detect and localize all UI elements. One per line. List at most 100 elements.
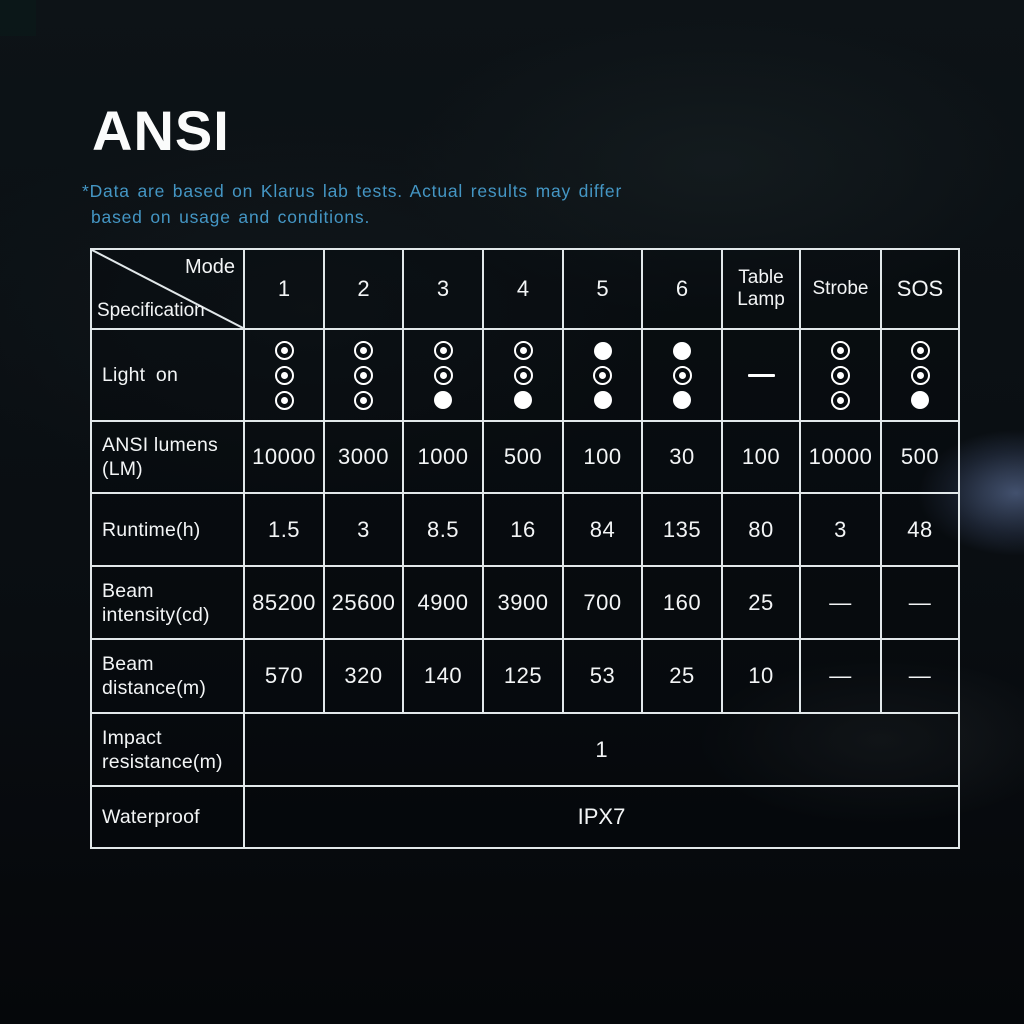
light-on-row: Light on [90, 328, 960, 422]
column-header-3: 3 [402, 248, 484, 330]
mode-level-ring-icon [433, 341, 453, 360]
waterproof-value: IPX7 [243, 785, 960, 849]
table-header-row: Mode Specification 1 2 3 4 5 6 Table Lamp Strobe S… [90, 248, 960, 330]
mode-level-ring-icon [831, 390, 850, 410]
light-on-label-text: Light on [102, 364, 178, 386]
ansi-lumens-row: ANSI lumens (LM) 10000 3000 1000 500 100 30 100… [90, 420, 960, 494]
column-header-1: 1 [243, 248, 325, 330]
beam-distance-value: 140 [402, 638, 484, 714]
mode-level-ring-icon [274, 390, 294, 410]
spec-table-body: Mode Specification 1 2 3 4 5 6 Table Lamp Strobe S… [90, 248, 960, 849]
beam-distance-row: Beam distance(m) 570 320 140 125 53 25 10— — [90, 638, 960, 714]
light-on-cell [323, 328, 404, 422]
runtime-value: 8.5 [402, 492, 484, 567]
diagonal-divider [92, 250, 243, 328]
ring-center-dot [916, 347, 924, 354]
background-corner-patch [0, 0, 36, 36]
mode-icon-stack [326, 340, 401, 410]
mode-icon-stack [405, 341, 481, 409]
mode-icon-stack [485, 341, 561, 409]
ansi-lumens-label: ANSI lumens (LM) [90, 420, 245, 494]
beam-intensity-value: 85200 [243, 565, 325, 640]
beam-intensity-value: 3900 [482, 565, 564, 640]
disclaimer-note-line1: *Data are based on Klarus lab tests. Act… [82, 181, 623, 201]
column-header-5: 5 [562, 248, 643, 330]
ring-center-dot [599, 371, 606, 379]
ring-center-dot [519, 347, 527, 354]
mode-level-ring-icon [672, 365, 692, 385]
no-light-dash-icon [747, 373, 775, 377]
mode-level-ring-icon [831, 340, 850, 360]
beam-distance-value: 10 [721, 638, 801, 714]
impact-resistance-row: Impact resistance(m) 1 [90, 712, 960, 787]
light-on-label: Light on [90, 328, 245, 422]
runtime-value: 80 [721, 492, 801, 567]
mode-level-ring-icon [910, 366, 930, 385]
runtime-value: 16 [482, 492, 564, 567]
ring-center-dot [280, 396, 288, 404]
disclaimer-note-line2: based on usage and conditions. [91, 207, 371, 227]
ring-center-dot [280, 346, 288, 354]
mode-level-filled-icon [593, 341, 612, 360]
column-header-6: 6 [641, 248, 723, 330]
beam-intensity-value: 25600 [323, 565, 404, 640]
mode-level-ring-icon [593, 365, 612, 385]
mode-level-filled-icon [434, 391, 452, 409]
beam-intensity-row: Beam intensity(cd) 85200 25600 4900 3900 700 1… [90, 565, 960, 640]
beam-distance-value: 570 [243, 638, 325, 714]
light-on-cell [562, 328, 643, 422]
ansi-lumens-value: 500 [482, 420, 564, 494]
light-on-cell [243, 328, 325, 422]
light-on-cell [721, 328, 801, 422]
mode-level-filled-icon [673, 390, 691, 409]
beam-distance-value: 320 [323, 638, 404, 714]
runtime-value: 3 [799, 492, 882, 567]
mode-level-ring-icon [274, 340, 294, 360]
mode-icon-stack [802, 340, 879, 410]
ring-center-dot [519, 372, 527, 379]
ring-center-dot [678, 371, 686, 379]
mode-level-ring-icon [831, 365, 850, 385]
ansi-lumens-value: 500 [880, 420, 960, 494]
beam-intensity-value: 700 [562, 565, 643, 640]
column-header-sos: SOS [880, 248, 960, 330]
mode-level-ring-icon [513, 341, 533, 360]
corner-label-specification: Specification [97, 300, 205, 321]
column-header-strobe: Strobe [799, 248, 882, 330]
mode-level-filled-icon [673, 341, 691, 360]
light-on-cell [799, 328, 882, 422]
ansi-lumens-value: 1000 [402, 420, 484, 494]
beam-distance-value: 25 [641, 638, 723, 714]
beam-intensity-label: Beam intensity(cd) [90, 565, 245, 640]
impact-resistance-value: 1 [243, 712, 960, 787]
ring-center-dot [837, 346, 844, 354]
ansi-lumens-value: 100 [721, 420, 801, 494]
beam-intensity-value: — [880, 565, 960, 640]
mode-icon-stack [883, 341, 957, 409]
ansi-lumens-value: 100 [562, 420, 643, 494]
light-on-cell [482, 328, 564, 422]
ring-center-dot [439, 347, 447, 354]
runtime-value: 84 [562, 492, 643, 567]
ansi-lumens-value: 10000 [799, 420, 882, 494]
waterproof-label: Waterproof [90, 785, 245, 849]
light-on-cell [402, 328, 484, 422]
mode-icon-stack [246, 340, 322, 410]
mode-level-filled-icon [514, 391, 532, 409]
runtime-value: 135 [641, 492, 723, 567]
beam-distance-value: 53 [562, 638, 643, 714]
mode-level-ring-icon [433, 366, 453, 385]
beam-intensity-value: 25 [721, 565, 801, 640]
column-header-2: 2 [323, 248, 404, 330]
column-header-table-lamp: Table Lamp [721, 248, 801, 330]
beam-distance-value: — [880, 638, 960, 714]
mode-level-ring-icon [910, 341, 930, 360]
spec-table: Mode Specification 1 2 3 4 5 6 Table Lamp Strobe S… [90, 248, 960, 849]
mode-level-ring-icon [354, 365, 373, 385]
beam-distance-value: — [799, 638, 882, 714]
mode-icon-stack [644, 341, 720, 409]
beam-distance-value: 125 [482, 638, 564, 714]
ring-center-dot [280, 371, 288, 379]
runtime-value: 3 [323, 492, 404, 567]
ansi-lumens-value: 30 [641, 420, 723, 494]
